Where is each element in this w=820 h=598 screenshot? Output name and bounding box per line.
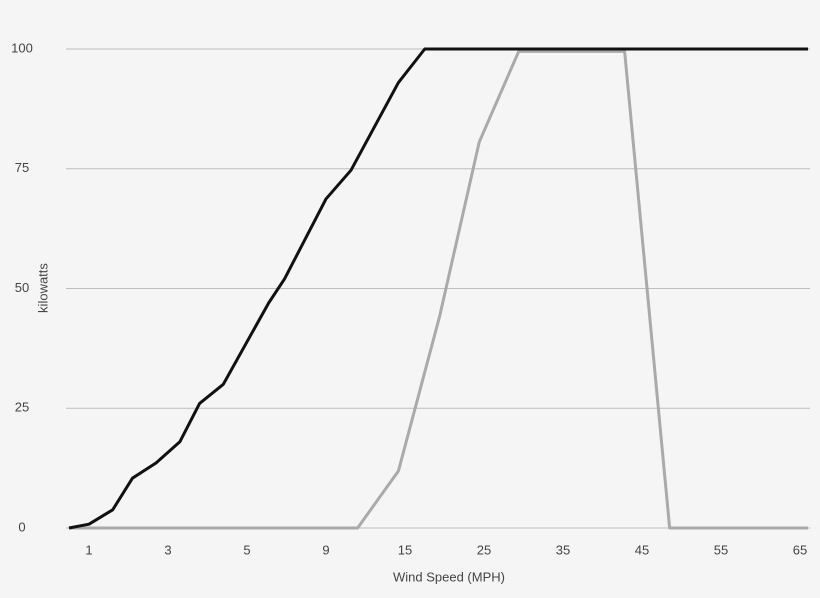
y-tick-label: 100	[11, 40, 33, 55]
series-line	[69, 49, 808, 530]
y-tick-label: 0	[18, 519, 25, 534]
x-tick-label: 45	[635, 542, 649, 557]
x-tick-label: 1	[85, 542, 92, 557]
x-tick-label: 25	[477, 542, 491, 557]
y-axis-label: kilowatts	[35, 263, 50, 313]
x-tick-label: 65	[793, 542, 807, 557]
y-tick-label: 75	[15, 160, 29, 175]
x-tick-label: 35	[556, 542, 570, 557]
x-axis-label: Wind Speed (MPH)	[393, 569, 505, 584]
x-tick-label: 5	[243, 542, 250, 557]
x-tick-label: 15	[398, 542, 412, 557]
series-line	[68, 47, 808, 530]
y-tick-label: 50	[15, 280, 29, 295]
y-tick-label: 25	[15, 400, 29, 415]
x-tick-label: 55	[714, 542, 728, 557]
x-tick-label: 9	[322, 542, 329, 557]
x-tick-label: 3	[164, 542, 171, 557]
